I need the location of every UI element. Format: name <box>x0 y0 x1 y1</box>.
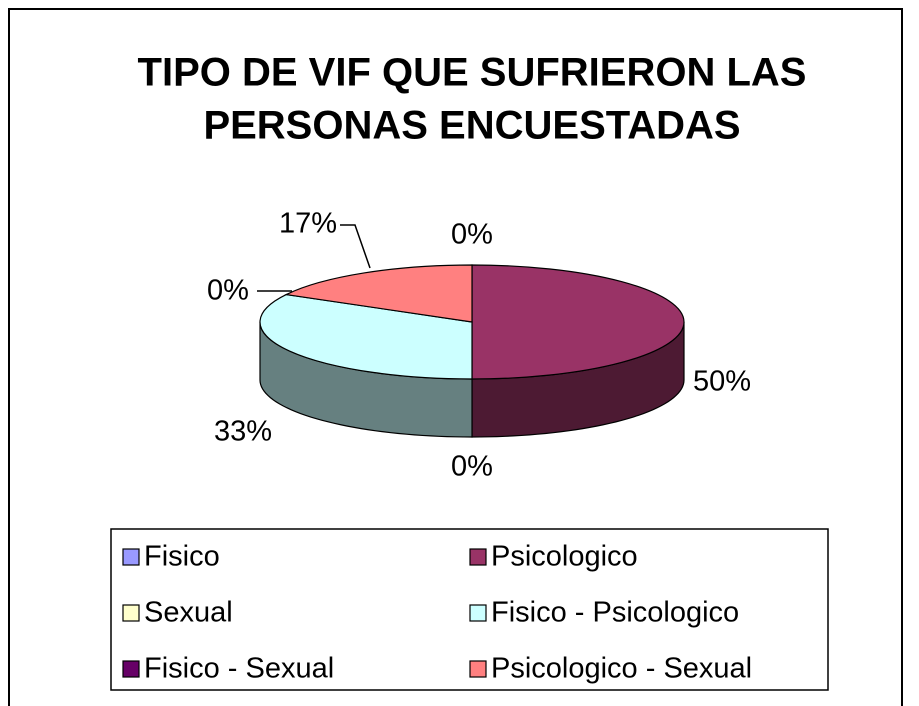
data-label: 0% <box>451 219 493 251</box>
chart-title: PERSONAS ENCUESTADAS <box>203 104 740 148</box>
legend-label: Sexual <box>144 597 233 629</box>
pie-slice <box>284 264 473 323</box>
legend-label: Fisico <box>144 541 220 573</box>
data-label: 17% <box>279 208 337 240</box>
legend-label: Psicologico - Sexual <box>491 653 752 685</box>
legend-label: Fisico - Psicologico <box>491 597 739 629</box>
data-label: 33% <box>214 416 272 448</box>
legend-swatch <box>469 660 487 678</box>
pie-slice <box>471 264 685 380</box>
chart-title: TIPO DE VIF QUE SUFRIERON LAS <box>138 51 807 95</box>
data-label: 0% <box>451 451 493 483</box>
leader-line <box>340 224 371 269</box>
legend-swatch <box>122 660 140 678</box>
data-label: 50% <box>693 366 751 398</box>
legend-swatch <box>469 604 487 622</box>
legend-label: Psicologico <box>491 541 638 573</box>
legend-label: Fisico - Sexual <box>144 653 334 685</box>
legend-swatch <box>122 604 140 622</box>
pie-slice <box>259 293 473 380</box>
data-label: 0% <box>207 275 249 307</box>
legend-swatch <box>469 548 487 566</box>
legend-swatch <box>122 548 140 566</box>
